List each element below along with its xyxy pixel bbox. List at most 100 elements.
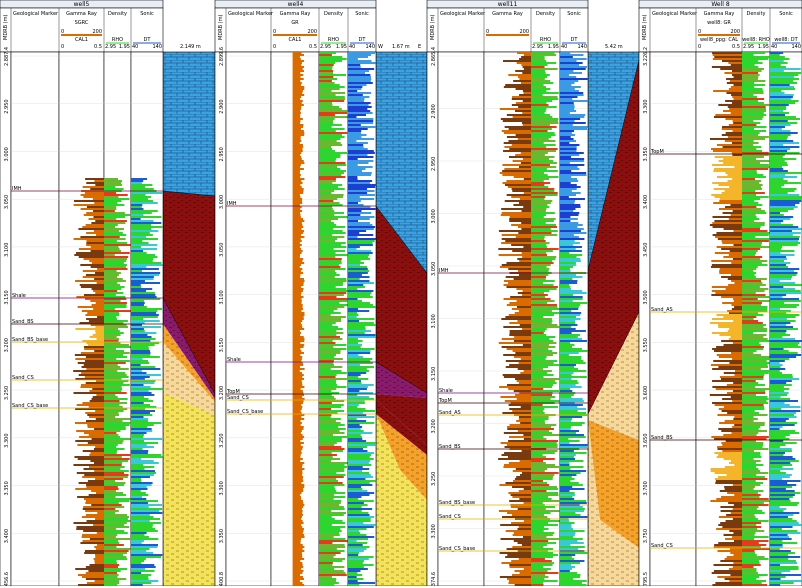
sonic-sample bbox=[560, 210, 574, 212]
gr-sample bbox=[292, 92, 303, 94]
depth-tick: 3.100 bbox=[431, 314, 437, 328]
sonic-sample bbox=[131, 560, 145, 562]
density-sample bbox=[104, 568, 128, 570]
gr-sample bbox=[518, 418, 531, 420]
gr-sample bbox=[506, 194, 531, 196]
density-sample bbox=[742, 124, 757, 126]
density-sample bbox=[742, 476, 765, 478]
gr-sample bbox=[716, 144, 742, 146]
gr-sample bbox=[717, 550, 742, 552]
density-sample bbox=[319, 158, 337, 160]
sonic-sample bbox=[560, 120, 575, 122]
density-sample bbox=[531, 498, 552, 500]
sonic-sample bbox=[131, 516, 154, 518]
density-sample bbox=[104, 374, 127, 376]
density-sample bbox=[742, 254, 756, 256]
density-sample bbox=[742, 162, 760, 164]
density-sample bbox=[742, 312, 759, 314]
son-curve-name: well8: DT bbox=[774, 37, 798, 43]
density-sample bbox=[104, 544, 124, 546]
cal-curve-name: CAL1 bbox=[75, 37, 88, 43]
sonic-sample bbox=[770, 532, 801, 534]
density-sample bbox=[531, 576, 549, 578]
sonic-sample bbox=[770, 86, 795, 88]
marker-label: Sand_CS_base bbox=[439, 546, 475, 552]
depth-tick: 3.400.8 bbox=[219, 572, 225, 586]
gr-sample bbox=[506, 114, 531, 116]
sonic-sample bbox=[560, 136, 571, 138]
gr-sample bbox=[711, 290, 742, 292]
sonic-sample bbox=[348, 128, 368, 130]
gr-sample bbox=[498, 342, 531, 344]
gr-sample bbox=[501, 562, 531, 564]
sonic-sample bbox=[131, 188, 154, 190]
sonic-sample bbox=[560, 370, 587, 372]
sonic-sample bbox=[131, 462, 159, 464]
density-sample bbox=[531, 510, 560, 512]
gr-sample bbox=[733, 300, 742, 302]
gr-sample bbox=[717, 448, 742, 450]
gr-sample bbox=[718, 184, 742, 186]
density-sample bbox=[742, 400, 767, 402]
gr-sample bbox=[292, 262, 305, 264]
depth-tick: 3.650 bbox=[643, 433, 649, 447]
gr-sample bbox=[292, 418, 305, 420]
track-column bbox=[10, 51, 60, 587]
sonic-sample bbox=[131, 454, 162, 456]
gr-sample bbox=[292, 250, 303, 252]
gr-sample bbox=[711, 260, 742, 262]
density-sample bbox=[319, 300, 348, 302]
depth-tick: 3.100 bbox=[219, 290, 225, 304]
density-sample bbox=[104, 234, 127, 236]
sonic-sample bbox=[560, 566, 576, 568]
density-sample bbox=[531, 194, 558, 196]
density-sample bbox=[742, 482, 764, 484]
sonic-sample bbox=[770, 224, 793, 226]
sonic-sample bbox=[348, 288, 358, 290]
density-sample bbox=[742, 320, 759, 322]
density-sample bbox=[319, 436, 348, 438]
sonic-sample bbox=[131, 472, 157, 474]
sonic-sample bbox=[560, 214, 579, 216]
density-sample bbox=[531, 68, 558, 70]
sonic-sample bbox=[770, 226, 799, 228]
gr-sample bbox=[509, 216, 531, 218]
son-min: 40 bbox=[132, 44, 138, 50]
gr-sample bbox=[87, 480, 104, 482]
gr-sample bbox=[74, 200, 104, 202]
density-sample bbox=[319, 372, 347, 374]
sonic-sample bbox=[770, 512, 800, 514]
density-sample bbox=[319, 344, 347, 346]
density-sample bbox=[104, 430, 121, 432]
gr-sample bbox=[730, 574, 742, 576]
sonic-sample bbox=[348, 272, 368, 274]
gr-sample bbox=[519, 94, 531, 96]
density-sample bbox=[319, 228, 334, 230]
density-sample bbox=[104, 570, 121, 572]
density-sample bbox=[742, 334, 767, 336]
density-sample bbox=[319, 68, 333, 70]
density-sample bbox=[104, 408, 128, 410]
gr-sample bbox=[506, 348, 531, 350]
density-sample bbox=[531, 152, 548, 154]
density-sample bbox=[531, 232, 552, 234]
sonic-sample bbox=[770, 264, 787, 266]
density-sample bbox=[319, 526, 346, 528]
density-sample bbox=[319, 74, 347, 76]
density-sample bbox=[742, 344, 761, 346]
gr-sample bbox=[718, 366, 742, 368]
sonic-sample bbox=[131, 178, 147, 180]
density-sample bbox=[531, 404, 543, 406]
gr-sample bbox=[517, 542, 531, 544]
density-sample bbox=[319, 206, 333, 208]
density-sample bbox=[531, 372, 548, 374]
sonic-sample bbox=[560, 372, 574, 374]
gr-sample bbox=[508, 388, 531, 390]
sonic-sample bbox=[348, 322, 374, 324]
sonic-sample bbox=[770, 458, 796, 460]
gr-sample bbox=[518, 106, 531, 108]
sonic-sample bbox=[560, 574, 581, 576]
gr-sample bbox=[81, 516, 104, 518]
density-sample bbox=[531, 106, 557, 108]
gr-sample bbox=[292, 498, 302, 500]
